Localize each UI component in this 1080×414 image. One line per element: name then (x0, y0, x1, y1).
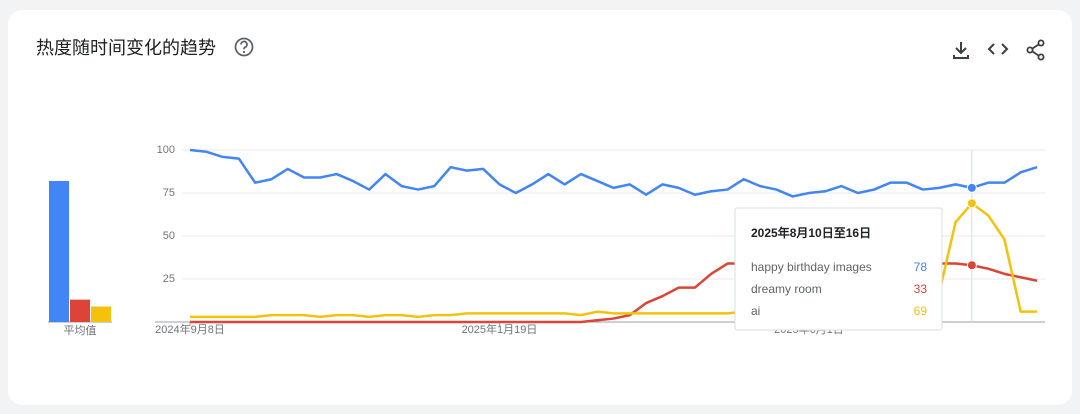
tooltip-value: 78 (914, 260, 928, 274)
help-icon[interactable] (234, 37, 254, 57)
y-tick-label: 75 (163, 187, 175, 199)
chart-title: 热度随时间变化的趋势 (36, 38, 216, 58)
average-label: 平均值 (64, 324, 97, 337)
download-icon[interactable] (953, 42, 969, 59)
average-bar (91, 306, 111, 322)
embed-icon[interactable] (987, 43, 1009, 55)
tooltip-series-name: happy birthday images (751, 260, 872, 274)
y-tick-label: 25 (163, 273, 175, 285)
tooltip-series-name: ai (751, 304, 760, 318)
x-tick-label: 2025年1月19日 (462, 322, 538, 336)
average-bar (49, 180, 69, 322)
y-tick-label: 50 (163, 230, 175, 242)
hover-point (966, 260, 977, 271)
tooltip-value: 33 (914, 282, 928, 296)
share-icon[interactable] (1026, 39, 1045, 61)
series-line (189, 148, 1038, 198)
tooltip-value: 69 (914, 304, 928, 318)
tooltip-box (734, 207, 943, 331)
tooltip-series-name: dreamy room (751, 282, 822, 296)
x-tick-label: 2024年9月8日 (155, 322, 225, 336)
average-bar (70, 299, 90, 322)
tooltip-title: 2025年8月10日至16日 (751, 225, 871, 240)
hover-point (966, 198, 977, 209)
tooltip: 2025年8月10日至16日 happy birthday images 78 dre… (734, 207, 943, 331)
y-tick-label: 100 (157, 144, 175, 156)
hover-point (966, 182, 977, 193)
